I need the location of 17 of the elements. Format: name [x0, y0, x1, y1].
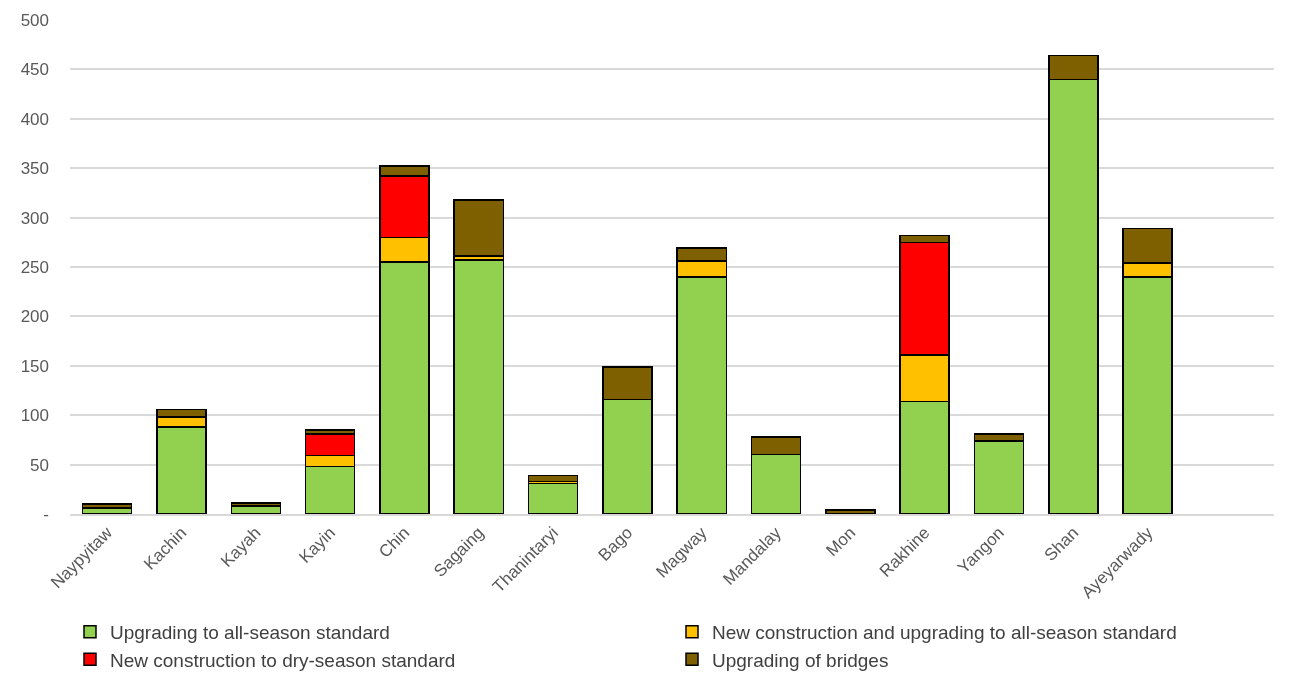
y-tick-label: 450	[20, 60, 49, 80]
x-tick-label: Chin	[375, 523, 414, 562]
y-tick-label: 350	[20, 159, 49, 179]
y-tick-label: 250	[20, 257, 49, 277]
legend-label: New construction and upgrading to all-season standard	[712, 622, 1177, 644]
y-tick-label: 150	[20, 356, 49, 376]
y-tick-label: 500	[20, 10, 49, 30]
y-tick-label: 400	[20, 109, 49, 129]
legend-label: Upgrading to all-season standard	[110, 622, 390, 644]
x-tick-label: Mon	[822, 523, 860, 561]
y-tick-label: -	[43, 504, 49, 524]
y-tick-label: 200	[20, 307, 49, 327]
y-tick-label: 50	[30, 455, 49, 475]
legend-label: New construction to dry-season standard	[110, 649, 456, 671]
legend-label: Upgrading of bridges	[712, 649, 889, 671]
y-tick-label: 300	[20, 208, 49, 228]
y-tick-label: 100	[20, 406, 49, 426]
